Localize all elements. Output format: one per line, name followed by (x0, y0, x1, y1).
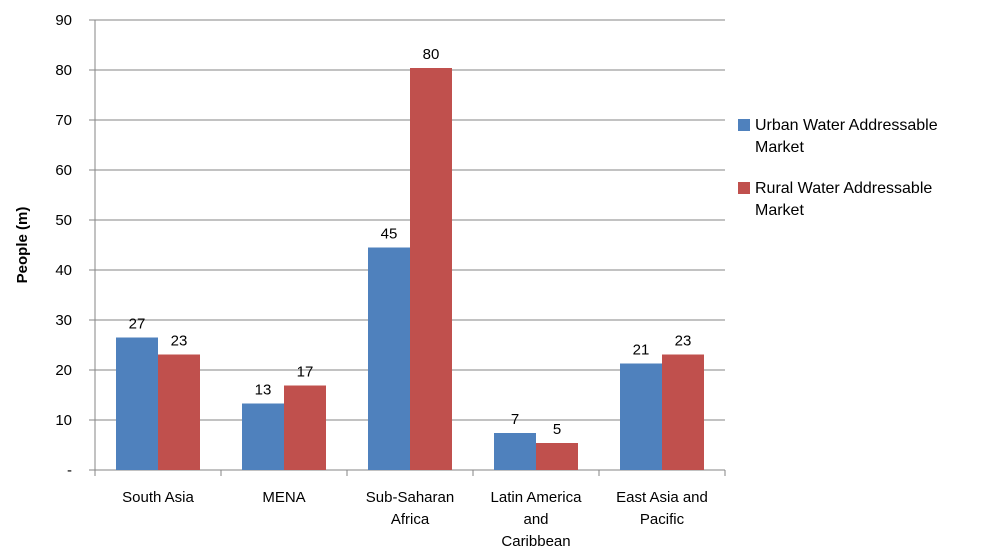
data-label: 23 (675, 333, 692, 350)
bar (620, 363, 662, 470)
x-category-label: Pacific (640, 511, 685, 528)
x-category-label: Latin America (491, 489, 583, 506)
data-label: 17 (297, 364, 314, 381)
bars (116, 68, 704, 470)
data-label: 7 (511, 411, 519, 428)
data-label: 5 (553, 421, 561, 438)
y-tick-label: 30 (55, 312, 72, 329)
legend-swatch (738, 119, 750, 131)
y-tick-label: 90 (55, 12, 72, 29)
y-tick-label: 40 (55, 262, 72, 279)
axes: - 10 20 30 40 50 60 70 80 90 South Asia MENA Sub-Sah… (55, 12, 726, 550)
legend: Urban Water Addressable Market Rural Water… (738, 117, 938, 219)
x-category-label: Caribbean (501, 533, 570, 550)
x-category-label: East Asia and (616, 489, 708, 506)
data-label: 80 (423, 46, 440, 63)
y-tick-label: 50 (55, 212, 72, 229)
bar (116, 337, 158, 470)
x-category-label: MENA (262, 489, 305, 506)
bar (284, 385, 326, 470)
legend-label: Urban Water Addressable (755, 117, 938, 134)
bar (536, 443, 578, 470)
legend-label: Rural Water Addressable (755, 180, 932, 197)
y-tick-label: 60 (55, 162, 72, 179)
bar (242, 403, 284, 470)
bar (494, 433, 536, 470)
y-tick-label: 20 (55, 362, 72, 379)
data-label: 21 (633, 342, 650, 359)
x-category-label: Africa (391, 511, 430, 528)
data-labels: 27 13 45 7 21 23 17 80 5 23 (129, 46, 692, 438)
y-tick-label: 80 (55, 62, 72, 79)
x-category-label: South Asia (122, 489, 194, 506)
bar (368, 247, 410, 470)
x-category-label: Sub-Saharan (366, 489, 454, 506)
bar (662, 354, 704, 470)
y-axis-title: People (m) (14, 207, 31, 284)
legend-swatch (738, 182, 750, 194)
bar (158, 354, 200, 470)
legend-label: Market (755, 139, 804, 156)
data-label: 45 (381, 226, 398, 243)
bar (410, 68, 452, 470)
y-tick-label: 10 (55, 412, 72, 429)
data-label: 27 (129, 316, 146, 333)
x-category-label: and (523, 511, 548, 528)
y-tick-label: 70 (55, 112, 72, 129)
y-tick-label: - (67, 462, 72, 479)
legend-label: Market (755, 202, 804, 219)
data-label: 23 (171, 333, 188, 350)
data-label: 13 (255, 382, 272, 399)
